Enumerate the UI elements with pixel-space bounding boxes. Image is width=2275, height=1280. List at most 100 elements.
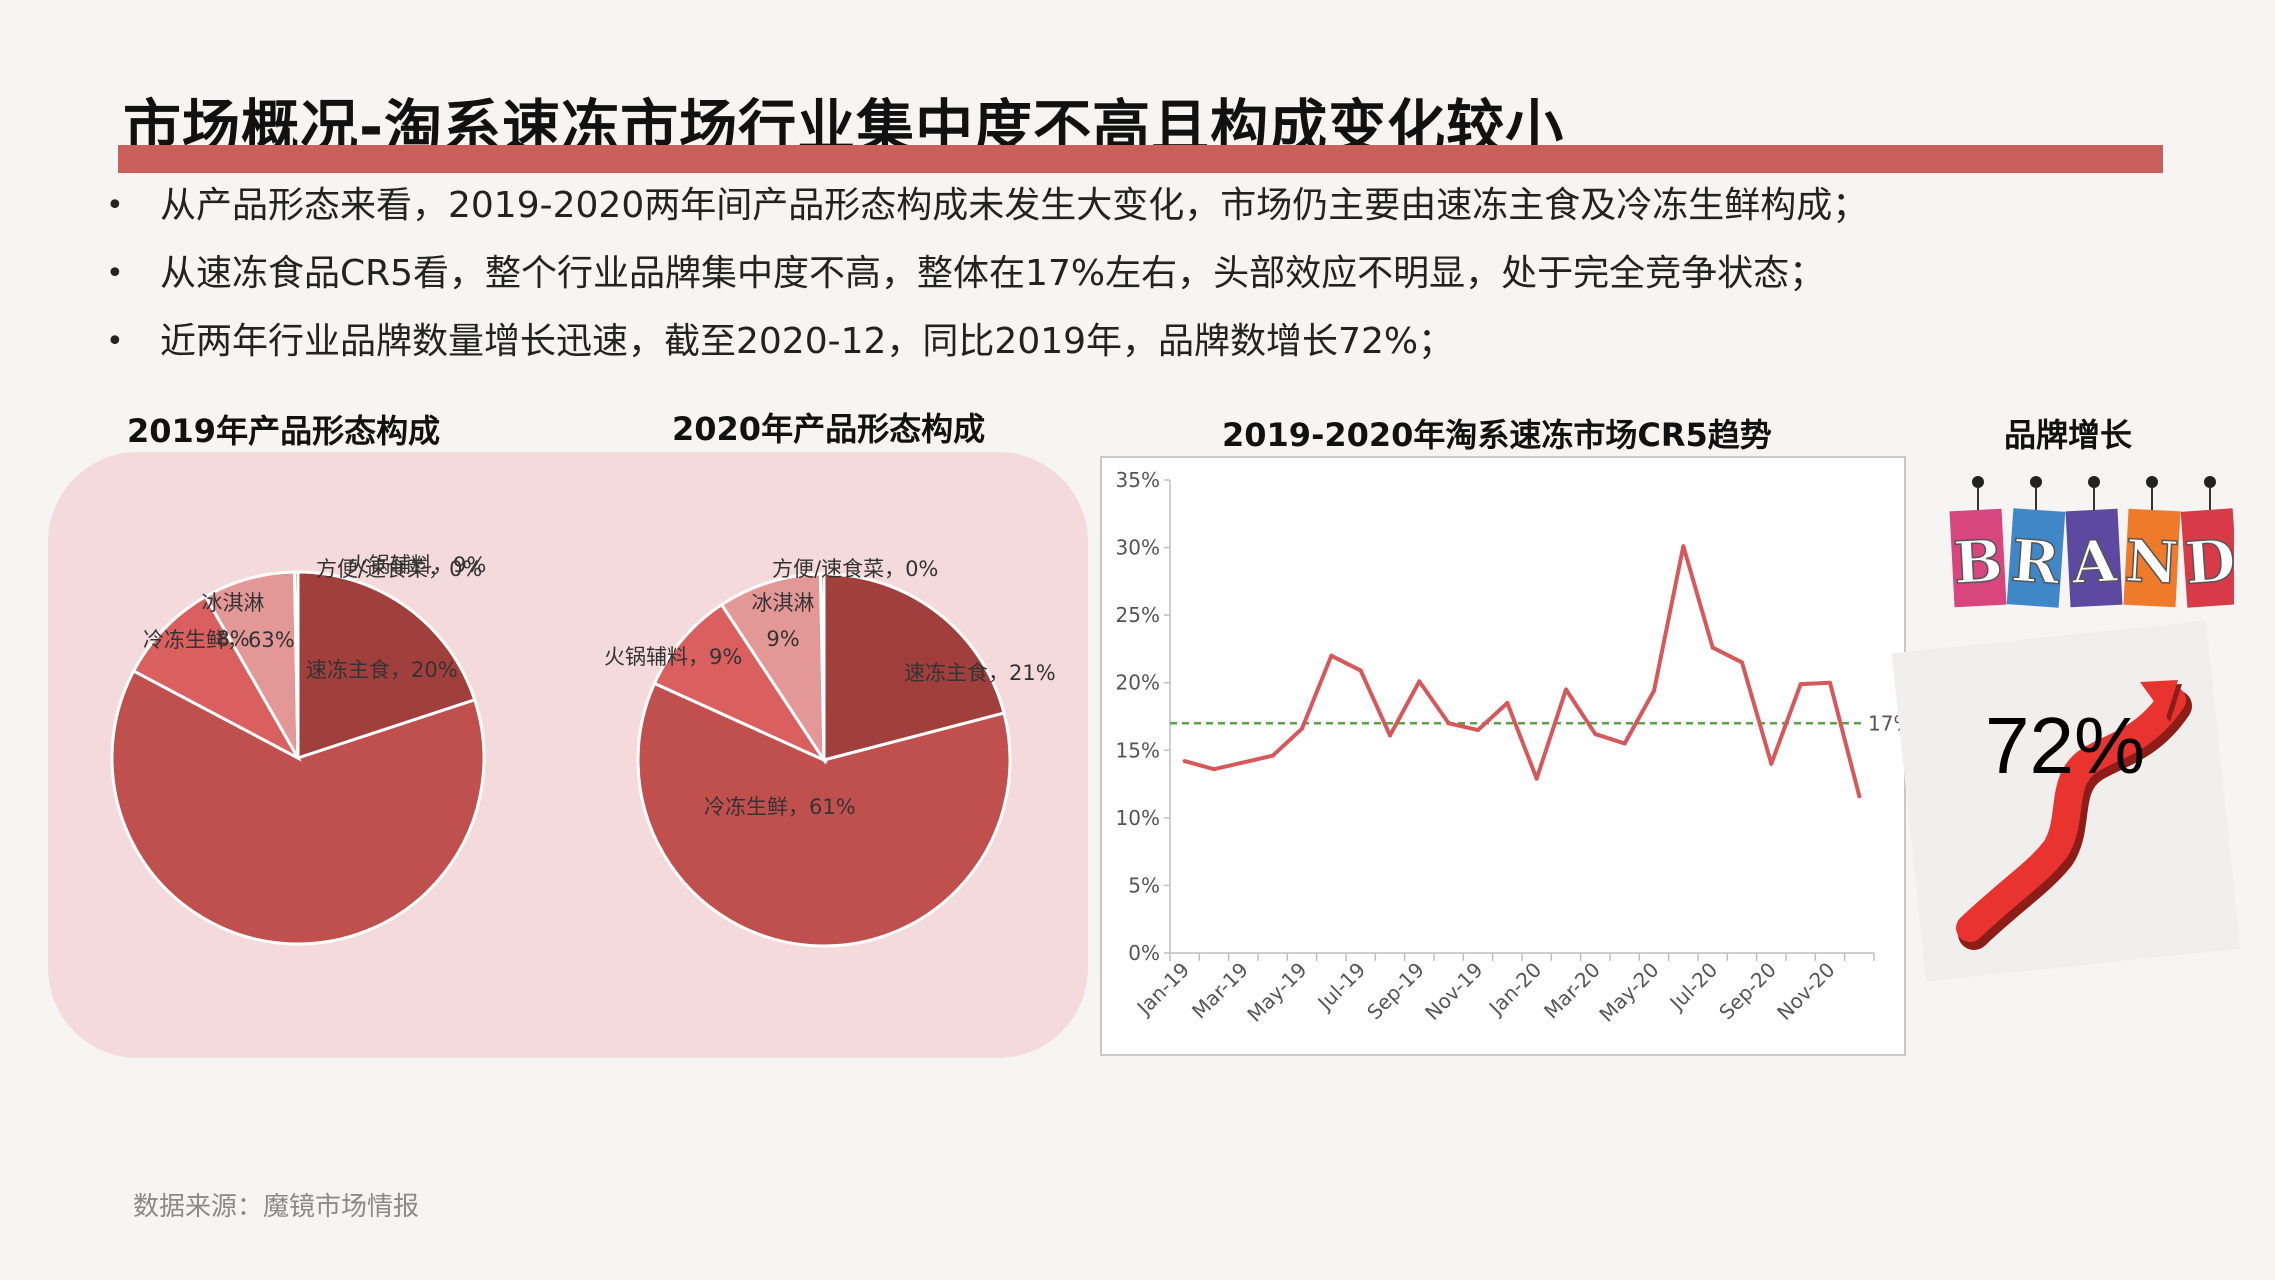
bullet-text: 从产品形态来看，2019-2020两年间产品形态构成未发生大变化，市场仍主要由速… [160, 185, 1869, 226]
cr5-data-point [1681, 544, 1686, 549]
pie-slice-label: 速冻主食，21% [904, 661, 1056, 685]
line-chart-title: 2019-2020年淘系速冻市场CR5趋势 [1222, 416, 1772, 454]
bullet-item: • 从产品形态来看，2019-2020两年间产品形态构成未发生大变化，市场仍主要… [100, 172, 2200, 240]
pie-slice-label: 火锅辅料，9% [604, 645, 742, 669]
cr5-data-point [1710, 645, 1715, 650]
pie-0: 速冻主食，20% 冷冻生鲜，63% 火锅辅料，9% 冰淇淋 8% 方便/速食菜，0% [110, 553, 486, 946]
pie-slice-label: 冷冻生鲜，63% [143, 628, 295, 652]
x-tick-label: May-19 [1242, 958, 1311, 1027]
brand-pin-icon [2204, 476, 2216, 488]
brand-growth-title: 品牌增长 [2004, 416, 2133, 454]
brand-letter: D [2183, 526, 2234, 597]
cr5-data-point [1622, 741, 1627, 746]
cr5-line-chart: 0% 5% 10% 15% 20% 25% 30% 35% Jan-19Mar-19May-19… [1116, 468, 1906, 1027]
cr5-data-point [1182, 759, 1187, 764]
x-tick-label: Mar-19 [1187, 958, 1253, 1024]
growth-arrow-icon [1956, 680, 2192, 950]
pie-slice [292, 570, 300, 759]
brand-letter-card: B [1949, 476, 2007, 608]
pie-slice-label: 火锅辅料，9% [348, 553, 486, 577]
cr5-data-point [1241, 760, 1246, 765]
brand-letter-card: N [2123, 476, 2181, 608]
cr5-data-point [1300, 726, 1304, 731]
cr5-data-point [1798, 682, 1803, 687]
pie-slice-label: 冰淇淋 8% [202, 591, 265, 651]
axes: 0% 5% 10% 15% 20% 25% 30% 35% Jan-19Mar-19May-19… [1116, 468, 1875, 1027]
cr5-data-point [1857, 794, 1862, 799]
x-tick-label: Nov-19 [1420, 958, 1487, 1025]
pie-slice [818, 572, 826, 761]
y-tick-label: 30% [1116, 536, 1160, 560]
y-tick-label: 20% [1116, 671, 1160, 695]
bullet-item: • 从速冻食品CR5看，整个行业品牌集中度不高，整体在17%左右，头部效应不明显… [100, 240, 2200, 308]
y-tick-label: 15% [1116, 738, 1160, 762]
cr5-series-line [1184, 544, 1862, 797]
bullet-marker: • [106, 188, 124, 223]
pie-charts: 速冻主食，20%冷冻生鲜，63%火锅辅料，9%冰淇淋 8%方便/速食菜，0%速冻主… [110, 553, 1056, 948]
bullet-marker: • [106, 256, 124, 291]
cr5-data-point [1505, 700, 1510, 705]
y-tick-label: 25% [1116, 603, 1160, 627]
cr5-data-point [1652, 688, 1656, 693]
x-tick-label: Mar-20 [1539, 958, 1605, 1024]
cr5-data-point [1270, 753, 1275, 758]
y-tick-label: 10% [1116, 806, 1160, 830]
cr5-data-point [1329, 653, 1334, 658]
cr5-data-point [1564, 687, 1568, 692]
cr5-data-point [1828, 680, 1832, 685]
pie-slice [652, 602, 829, 764]
pie-slice-label: 冰淇淋 9% [752, 591, 815, 651]
cr5-data-point [1534, 776, 1539, 781]
pie-slice [636, 681, 1012, 948]
cr5-data-point [1417, 679, 1422, 684]
brand-card [2006, 508, 2066, 608]
pie-slice [131, 594, 302, 762]
bullet-list: • 从产品形态来看，2019-2020两年间产品形态构成未发生大变化，市场仍主要… [100, 172, 2200, 376]
pie-slice-label: 方便/速食菜，0% [316, 557, 482, 581]
brand-pin-icon [2030, 476, 2042, 488]
x-tick-label: May-20 [1594, 958, 1663, 1027]
bullet-text: 近两年行业品牌数量增长迅速，截至2020-12，同比2019年，品牌数增长72%… [160, 321, 1455, 362]
x-tick-label: Nov-20 [1772, 958, 1839, 1025]
pie-slice [719, 572, 826, 766]
brand-letter: A [2069, 527, 2119, 597]
pie-2020-title: 2020年产品形态构成 [672, 410, 986, 448]
cr5-data-point [1358, 668, 1363, 673]
bullet-text: 从速冻食品CR5看，整个行业品牌集中度不高，整体在17%左右，头部效应不明显，处… [160, 253, 1826, 294]
cr5-data-point [1446, 721, 1451, 726]
brand-letter: B [1952, 527, 2005, 597]
pie-slice-label: 方便/速食菜，0% [772, 557, 938, 581]
bullet-item: • 近两年行业品牌数量增长迅速，截至2020-12，同比2019年，品牌数增长7… [100, 308, 2200, 376]
pie-slice-label: 冷冻生鲜，61% [704, 795, 856, 819]
pie-2019-title: 2019年产品形态构成 [127, 412, 441, 450]
cr5-data-point [1593, 732, 1598, 737]
cr5-data-point [1212, 767, 1216, 772]
x-tick-label: Jan-19 [1131, 958, 1194, 1021]
brand-card [2180, 508, 2234, 608]
brand-letter-card: A [2065, 476, 2123, 608]
cr5-data-point [1740, 660, 1744, 665]
brand-letter-card: R [2006, 476, 2066, 608]
pie-slice [203, 570, 300, 759]
pie-slice [822, 572, 1006, 762]
x-tick-label: Jan-20 [1483, 958, 1546, 1021]
y-tick-label: 5% [1128, 873, 1160, 897]
growth-value: 72% [1985, 701, 2146, 790]
brand-pin-icon [1972, 476, 1984, 488]
title-underline-bar [118, 145, 2163, 173]
x-tick-label: Sep-20 [1714, 958, 1781, 1025]
y-tick-label: 35% [1116, 468, 1160, 492]
pie-slice [296, 570, 477, 761]
pie-slice [110, 668, 486, 946]
cr5-data-point [1476, 728, 1480, 733]
x-tick-label: Sep-19 [1362, 958, 1429, 1025]
brand-card [2123, 508, 2181, 608]
brand-card [2065, 508, 2123, 608]
brand-letter: R [2009, 526, 2063, 597]
brand-letter-card: D [2180, 476, 2234, 608]
cr5-data-point [1388, 733, 1392, 738]
pie-slice-label: 速冻主食，20% [306, 658, 458, 682]
bullet-marker: • [106, 324, 124, 359]
y-tick-label: 0% [1128, 941, 1160, 965]
